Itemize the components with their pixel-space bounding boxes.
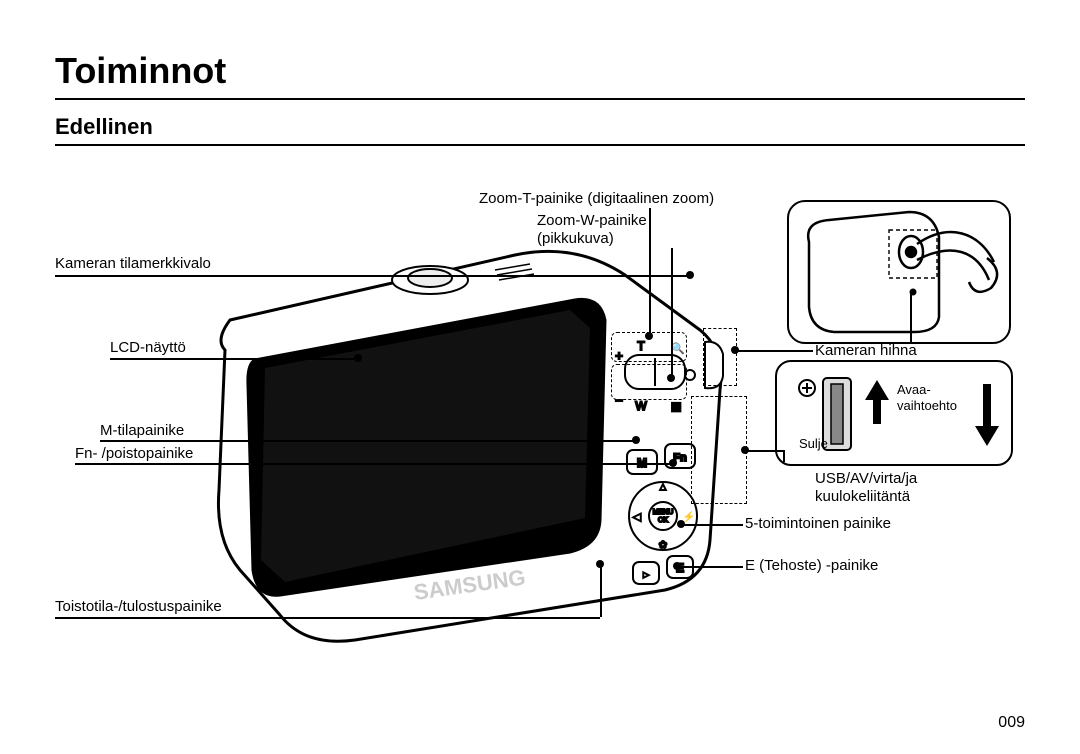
svg-text:W: W (635, 399, 647, 413)
svg-text:⚡: ⚡ (683, 510, 695, 523)
leader-playback-v (600, 564, 602, 617)
svg-text:▲: ▲ (658, 482, 668, 493)
label-zoom-t: Zoom-T-painike (digitaalinen zoom) (479, 190, 714, 208)
dot-status-lamp (686, 271, 694, 279)
dash-strap-area (703, 328, 737, 386)
leader-strap-h (735, 350, 813, 352)
camera-illustration: T W + − 🔍 ▦ M Fn (185, 220, 745, 650)
leader-usb-h (745, 450, 783, 452)
dot-fn (669, 459, 677, 467)
label-m: M-tilapainike (100, 422, 184, 440)
dash-usb-area (691, 396, 747, 504)
leader-fn (75, 463, 673, 465)
dot-playback (596, 560, 604, 568)
diagram-area: T W + − 🔍 ▦ M Fn (55, 150, 1025, 694)
inset-strap (787, 200, 1011, 344)
page-title: Toiminnot (55, 50, 1025, 92)
label-usb-2: kuulokeliitäntä (815, 488, 910, 506)
leader-status-lamp (55, 275, 690, 277)
inset-close-label: Sulje (799, 436, 828, 452)
leader-usb-v (783, 450, 785, 462)
label-zoom-w-1: Zoom-W-painike (537, 212, 647, 230)
label-five: 5-toimintoinen painike (745, 515, 891, 533)
label-strap: Kameran hihna (815, 342, 917, 360)
label-fn: Fn- /poistopainike (75, 445, 193, 463)
leader-playback-h (55, 617, 600, 619)
dot-usb (741, 446, 749, 454)
svg-text:▸: ▸ (643, 569, 649, 581)
label-playback: Toistotila-/tulostuspainike (55, 598, 222, 616)
rule-top (55, 98, 1025, 100)
leader-lcd (110, 358, 358, 360)
inset-open-label-2: vaihtoehto (897, 398, 957, 414)
page-number: 009 (998, 714, 1025, 732)
dash-zoom-w (611, 364, 687, 400)
dot-strap-cam (731, 346, 739, 354)
label-status-lamp: Kameran tilamerkkivalo (55, 255, 211, 273)
dot-e (673, 562, 681, 570)
dot-m (632, 436, 640, 444)
dot-lcd (354, 354, 362, 362)
leader-m (100, 440, 636, 442)
label-usb-1: USB/AV/virta/ja (815, 470, 917, 488)
dot-zoom-t (645, 332, 653, 340)
leader-five (681, 524, 743, 526)
leader-e (677, 566, 743, 568)
inset-usb: Avaa- vaihtoehto Sulje (775, 360, 1013, 466)
leader-strap-to-inset (910, 292, 912, 342)
svg-text:◀: ◀ (633, 512, 641, 523)
dot-five (677, 520, 685, 528)
dot-zoom-w (667, 374, 675, 382)
label-lcd: LCD-näyttö (110, 339, 186, 357)
label-e: E (Tehoste) -painike (745, 557, 878, 575)
svg-text:▦: ▦ (671, 401, 681, 413)
leader-zoom-t (649, 208, 651, 336)
page-subtitle: Edellinen (55, 114, 1025, 140)
leader-zoom-w (671, 248, 673, 378)
svg-text:✿: ✿ (659, 540, 667, 551)
rule-sub (55, 144, 1025, 146)
svg-text:MENU: MENU (653, 509, 674, 516)
svg-text:OK: OK (658, 517, 668, 524)
label-zoom-w-2: (pikkukuva) (537, 230, 614, 248)
inset-open-label-1: Avaa- (897, 382, 931, 398)
